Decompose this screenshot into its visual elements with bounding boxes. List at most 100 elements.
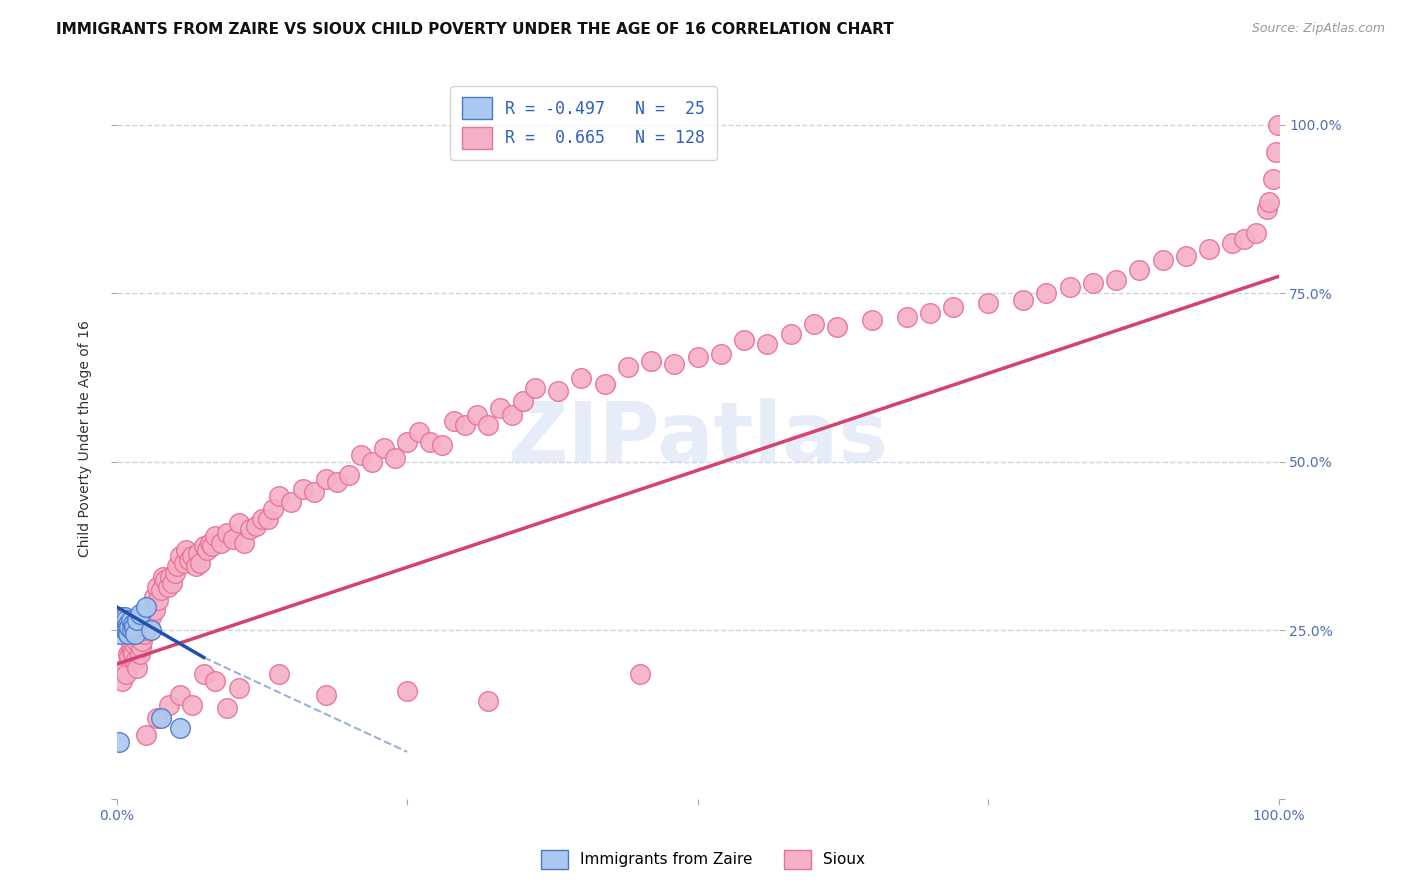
Point (250, 512, 273, 526)
Point (593, 377, 616, 392)
Point (315, 472, 337, 486)
Point (1256, 202, 1278, 216)
Point (152, 569, 174, 583)
Point (124, 654, 146, 668)
Point (1174, 249, 1197, 263)
Point (193, 539, 215, 553)
Point (269, 489, 291, 503)
Point (135, 599, 157, 614)
Point (256, 512, 278, 526)
Point (115, 620, 138, 634)
Point (349, 448, 371, 462)
Point (803, 317, 825, 331)
Text: Source: ZipAtlas.com: Source: ZipAtlas.com (1251, 22, 1385, 36)
Point (198, 536, 221, 550)
Point (138, 620, 160, 634)
Point (169, 549, 191, 564)
Point (115, 624, 138, 638)
Point (118, 650, 141, 665)
Point (114, 620, 136, 634)
Point (408, 425, 430, 439)
Point (135, 624, 157, 638)
Point (228, 681, 250, 695)
Point (1244, 226, 1267, 240)
Point (686, 351, 709, 365)
Point (120, 613, 142, 627)
Point (201, 539, 224, 553)
Point (169, 721, 191, 735)
Point (114, 610, 136, 624)
Point (228, 516, 250, 530)
Point (280, 495, 302, 509)
Point (131, 633, 153, 648)
Point (142, 590, 165, 604)
Point (129, 640, 152, 655)
Point (501, 408, 523, 422)
Point (222, 533, 245, 547)
Point (1081, 276, 1104, 290)
Point (143, 603, 166, 617)
Point (187, 546, 209, 560)
Point (617, 360, 640, 375)
Point (169, 688, 191, 702)
Point (1258, 195, 1281, 210)
Point (128, 647, 150, 661)
Point (245, 519, 267, 533)
Point (269, 667, 291, 681)
Point (159, 569, 181, 583)
Point (127, 660, 149, 674)
Point (465, 408, 488, 422)
Point (120, 640, 142, 655)
Point (108, 735, 131, 749)
Point (396, 684, 419, 698)
Point (489, 401, 512, 415)
Point (443, 414, 465, 428)
Point (148, 593, 170, 607)
Point (1233, 232, 1256, 246)
Point (118, 620, 141, 634)
Point (825, 320, 848, 334)
Point (177, 552, 200, 566)
Point (108, 627, 131, 641)
Point (779, 326, 801, 341)
Point (117, 616, 139, 631)
Point (896, 310, 918, 324)
Point (454, 417, 477, 432)
Point (114, 660, 136, 674)
Point (204, 673, 226, 688)
Point (215, 525, 238, 540)
Point (141, 624, 163, 638)
Point (1265, 145, 1288, 159)
Point (920, 306, 942, 320)
Point (193, 667, 215, 681)
Point (157, 698, 180, 712)
Point (1012, 293, 1035, 307)
Point (112, 616, 135, 631)
Point (111, 673, 134, 688)
Text: IMMIGRANTS FROM ZAIRE VS SIOUX CHILD POVERTY UNDER THE AGE OF 16 CORRELATION CHA: IMMIGRANTS FROM ZAIRE VS SIOUX CHILD POV… (56, 22, 894, 37)
Point (127, 613, 149, 627)
Point (291, 482, 314, 496)
Point (1128, 262, 1150, 277)
Point (1261, 171, 1284, 186)
Point (263, 502, 285, 516)
Point (710, 347, 733, 361)
Point (146, 580, 169, 594)
Point (430, 438, 453, 452)
Point (184, 559, 207, 574)
Point (176, 542, 198, 557)
Point (117, 647, 139, 661)
Point (361, 455, 384, 469)
Point (173, 556, 195, 570)
Point (204, 529, 226, 543)
Point (155, 573, 177, 587)
Point (373, 442, 395, 456)
Point (115, 613, 138, 627)
Point (128, 607, 150, 621)
Text: ZIPatlas: ZIPatlas (508, 398, 889, 479)
Point (117, 627, 139, 641)
Point (135, 613, 157, 627)
Point (547, 384, 569, 398)
Point (111, 610, 134, 624)
Point (181, 549, 204, 564)
